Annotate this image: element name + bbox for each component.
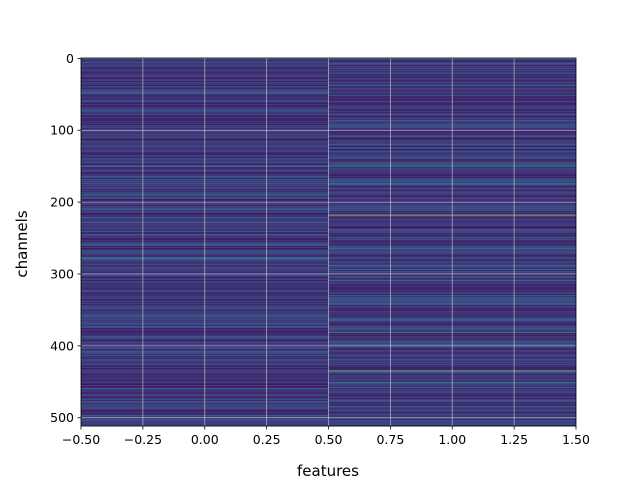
y-tick-label: 500 [50, 410, 74, 425]
x-axis-ticks: −0.50 −0.25 0.00 0.25 0.50 0.75 1.00 1.25 1.50 [62, 426, 590, 447]
x-tick-label: 0.75 [376, 432, 404, 447]
y-tick-label: 300 [50, 266, 74, 281]
x-tick-label: −0.50 [62, 432, 100, 447]
y-tick-label: 0 [66, 51, 74, 66]
x-tick-label: 1.50 [562, 432, 590, 447]
y-axis-label: channels [13, 210, 31, 277]
grid-lines [81, 57, 576, 426]
x-tick-label: 1.25 [500, 432, 528, 447]
x-tick-label: 0.00 [191, 432, 219, 447]
y-axis-ticks: 0 100 200 300 400 500 [50, 51, 81, 425]
y-tick-label: 400 [50, 338, 74, 353]
x-tick-label: 1.00 [438, 432, 466, 447]
x-tick-label: 0.25 [253, 432, 281, 447]
x-tick-label: −0.25 [124, 432, 162, 447]
y-tick-label: 100 [50, 123, 74, 138]
y-tick-label: 200 [50, 195, 74, 210]
x-axis-label: features [297, 462, 359, 480]
x-tick-label: 0.50 [315, 432, 343, 447]
